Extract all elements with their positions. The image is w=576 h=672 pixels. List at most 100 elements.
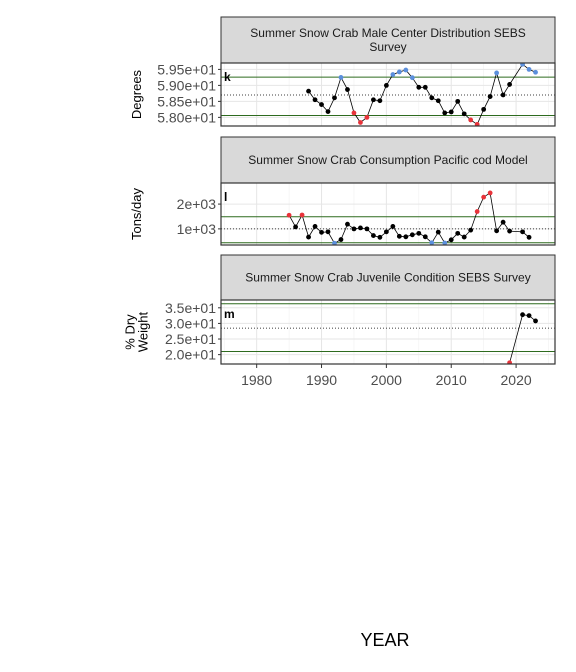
data-point xyxy=(474,122,480,126)
data-point xyxy=(332,95,337,101)
panel-strip xyxy=(220,136,556,184)
data-point xyxy=(507,228,513,234)
data-point xyxy=(338,237,344,242)
data-point xyxy=(481,194,487,200)
plot-background xyxy=(221,300,555,364)
data-point xyxy=(332,240,337,245)
y-tick-label: 3.0e+01 xyxy=(165,315,216,331)
panel-tag: m xyxy=(224,307,235,321)
x-tick-label: 1990 xyxy=(306,372,337,388)
y-tick-label: 5.90e+01 xyxy=(157,77,216,93)
series-group xyxy=(306,63,538,126)
data-point xyxy=(422,84,428,90)
y-tick-label: 2.5e+01 xyxy=(165,331,216,347)
data-point xyxy=(429,95,435,101)
data-point xyxy=(442,240,448,245)
data-point xyxy=(364,226,370,232)
data-point xyxy=(345,221,350,227)
data-point xyxy=(390,72,396,77)
data-point xyxy=(435,98,441,104)
data-point xyxy=(312,224,318,229)
y-axis-title: % Dry xyxy=(123,314,138,350)
series-line xyxy=(509,314,536,363)
data-point xyxy=(351,226,357,232)
series-group xyxy=(286,190,532,245)
data-point xyxy=(526,313,532,319)
y-tick-label: 5.80e+01 xyxy=(157,109,216,125)
y-tick-label: 2.0e+01 xyxy=(165,347,216,363)
data-point xyxy=(390,224,396,229)
data-point xyxy=(520,63,525,67)
data-point xyxy=(293,224,298,230)
data-point xyxy=(403,67,409,73)
data-point xyxy=(409,75,415,81)
data-point xyxy=(494,228,500,234)
data-point xyxy=(358,120,363,125)
y-tick-label: 5.85e+01 xyxy=(157,93,216,109)
data-point xyxy=(487,94,493,99)
data-point xyxy=(442,110,448,116)
data-point xyxy=(455,230,461,236)
panel-border xyxy=(220,182,556,246)
panel-strip xyxy=(220,254,556,301)
panel-tag: l xyxy=(224,190,227,204)
data-point xyxy=(468,117,474,123)
data-point xyxy=(409,232,415,238)
data-point xyxy=(429,240,435,245)
data-point xyxy=(306,88,311,94)
plot-background xyxy=(221,183,555,245)
data-point xyxy=(474,209,480,214)
data-point xyxy=(526,234,532,240)
data-point xyxy=(526,66,532,72)
data-point xyxy=(338,74,344,80)
panel-border xyxy=(220,62,556,127)
data-point xyxy=(396,233,402,239)
data-point xyxy=(312,97,318,103)
data-point xyxy=(286,212,292,218)
panel-m: Summer Snow Crab Juvenile Condition SEBS… xyxy=(123,254,556,388)
data-point xyxy=(403,234,409,240)
panel-title: Summer Snow Crab Juvenile Condition SEBS… xyxy=(245,271,530,285)
data-point xyxy=(494,70,500,76)
y-tick-label: 1e+03 xyxy=(177,221,217,237)
x-tick-label: 1980 xyxy=(241,372,272,388)
y-tick-label: 3.5e+01 xyxy=(165,300,216,316)
data-point xyxy=(416,84,422,90)
data-point xyxy=(319,102,324,107)
data-point xyxy=(487,190,493,196)
data-point xyxy=(422,234,428,240)
y-axis-title: Weight xyxy=(136,312,151,353)
data-point xyxy=(351,110,357,116)
x-tick-label: 2020 xyxy=(501,372,532,388)
data-point xyxy=(377,98,383,104)
x-tick-label: 2000 xyxy=(371,372,402,388)
data-point xyxy=(448,237,454,243)
panel-l: Summer Snow Crab Consumption Pacific cod… xyxy=(129,136,556,246)
data-point xyxy=(306,234,311,240)
data-point xyxy=(455,98,461,104)
panel-strip xyxy=(220,16,556,64)
data-point xyxy=(500,92,506,98)
data-point xyxy=(468,227,474,233)
y-axis-title: Tons/day xyxy=(129,187,144,240)
panel-border xyxy=(220,299,556,365)
data-point xyxy=(371,97,376,103)
data-point xyxy=(416,230,422,236)
panel-k: Summer Snow Crab Male Center Distributio… xyxy=(129,16,556,127)
data-point xyxy=(500,219,506,225)
data-point xyxy=(448,109,454,115)
y-tick-label: 5.95e+01 xyxy=(157,61,216,77)
data-point xyxy=(364,114,370,120)
data-point xyxy=(435,229,441,235)
data-point xyxy=(461,234,467,240)
data-point xyxy=(383,82,389,88)
data-point xyxy=(371,233,376,238)
data-point xyxy=(461,111,467,117)
data-point xyxy=(319,229,324,235)
data-point xyxy=(533,318,538,324)
x-axis-title: YEAR xyxy=(360,630,410,650)
data-point xyxy=(325,109,331,115)
data-point xyxy=(299,212,305,218)
data-point xyxy=(507,360,513,364)
